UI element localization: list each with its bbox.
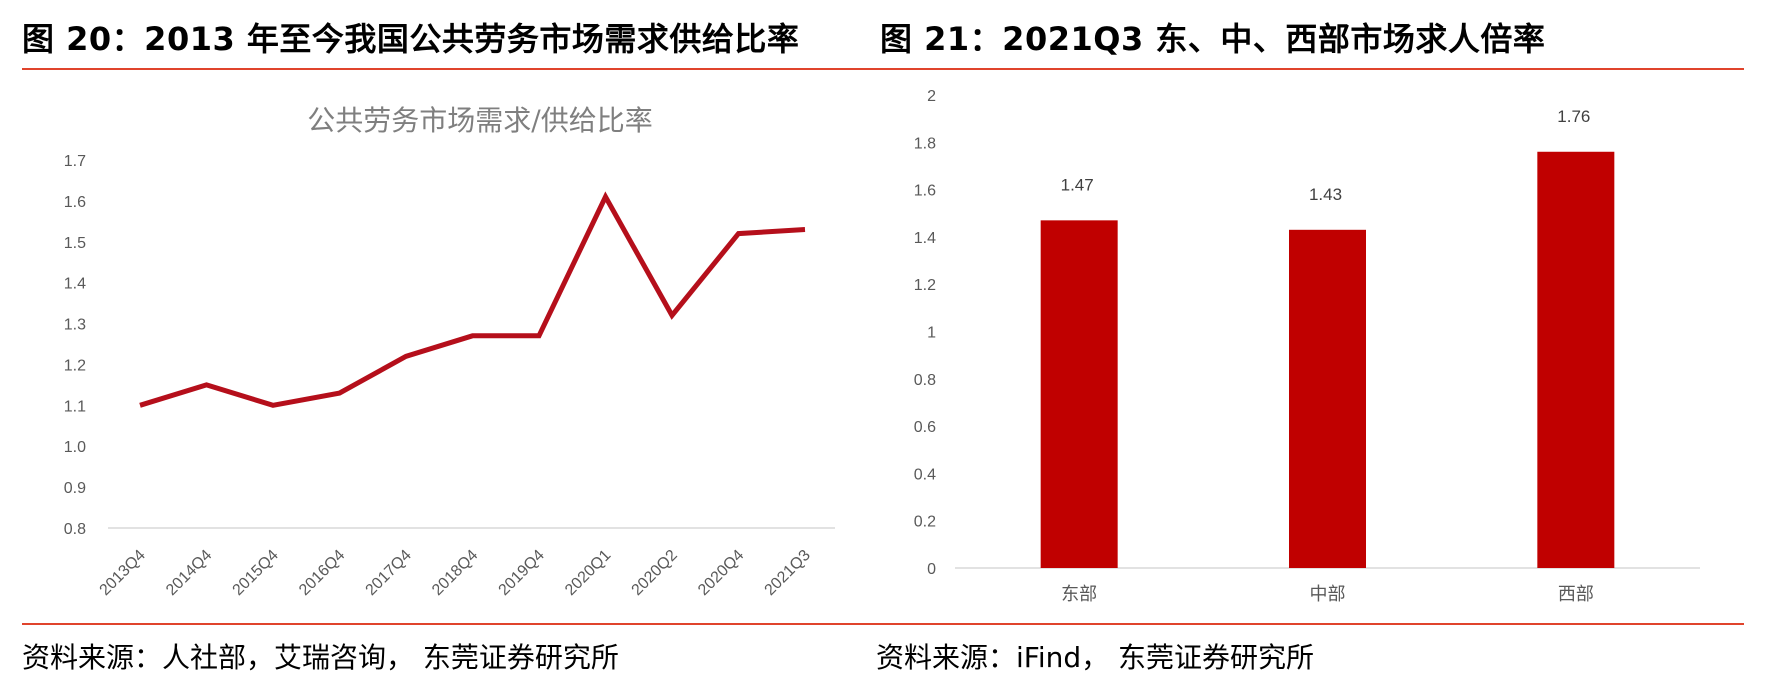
line-x-tick-label: 2021Q3 xyxy=(762,547,814,599)
bar-y-tick-label: 0.8 xyxy=(914,372,936,389)
figure-20-source: 资料来源：人社部，艾瑞咨询， 东莞证券研究所 xyxy=(22,641,619,674)
figure-21-source: 资料来源：iFind， 东莞证券研究所 xyxy=(876,641,1315,674)
line-x-tick-label: 2015Q4 xyxy=(230,547,282,599)
line-y-tick-label: 1.1 xyxy=(64,398,86,415)
bar-category-label: 中部 xyxy=(1310,584,1346,605)
bar-data-label: 1.43 xyxy=(1309,185,1342,204)
bar-y-tick-label: 1 xyxy=(927,325,936,342)
line-x-tick-label: 2013Q4 xyxy=(97,547,149,599)
line-chart: 公共劳务市场需求/供给比率 0.8 0.9 1.0 1.1 1.2 1.3 1.4 1.5 1.… xyxy=(64,104,835,599)
bar-y-tick-label: 2 xyxy=(927,88,936,105)
bar-y-tick-label: 0 xyxy=(927,561,936,578)
line-x-tick-label: 2020Q4 xyxy=(695,547,747,599)
line-x-tick-label: 2016Q4 xyxy=(296,547,348,599)
bar-y-tick-label: 1.6 xyxy=(914,183,936,200)
line-x-axis: 2013Q4 2014Q4 2015Q4 2016Q4 2017Q4 2018Q4 2019… xyxy=(97,547,814,599)
bar-y-tick-label: 1.8 xyxy=(914,135,936,152)
line-y-axis: 0.8 0.9 1.0 1.1 1.2 1.3 1.4 1.5 1.6 1.7 xyxy=(64,153,86,538)
top-divider xyxy=(22,68,1744,70)
line-y-tick-label: 1.3 xyxy=(64,317,86,334)
figure-20-title: 图 20：2013 年至今我国公共劳务市场需求供给比率 xyxy=(22,20,800,58)
line-x-tick-label: 2019Q4 xyxy=(496,547,548,599)
figure-21-title: 图 21：2021Q3 东、中、西部市场求人倍率 xyxy=(880,20,1546,58)
line-y-tick-label: 1.7 xyxy=(64,153,86,170)
bar-y-tick-label: 1.4 xyxy=(914,230,936,247)
bar-series: 1.47 东部 1.43 中部 1.76 西部 xyxy=(1040,107,1615,605)
line-chart-title: 公共劳务市场需求/供给比率 xyxy=(307,104,652,137)
bar-data-label: 1.47 xyxy=(1061,175,1094,194)
line-x-tick-label: 2014Q4 xyxy=(163,547,215,599)
line-x-tick-label: 2017Q4 xyxy=(363,547,415,599)
line-y-tick-label: 1.5 xyxy=(64,235,86,252)
bar-data-label: 1.76 xyxy=(1557,107,1590,126)
bar-2 xyxy=(1289,229,1366,568)
line-y-tick-label: 1.4 xyxy=(64,276,86,293)
line-y-tick-label: 1.6 xyxy=(64,194,86,211)
line-y-tick-label: 1.0 xyxy=(64,439,86,456)
line-x-tick-label: 2020Q1 xyxy=(562,547,614,599)
bar-y-tick-label: 0.2 xyxy=(914,514,936,531)
bar-y-tick-label: 1.2 xyxy=(914,277,936,294)
bar-category-label: 西部 xyxy=(1558,584,1594,605)
line-y-tick-label: 0.8 xyxy=(64,521,86,538)
line-y-tick-label: 1.2 xyxy=(64,357,86,374)
bar-y-tick-label: 0.4 xyxy=(914,466,936,483)
bar-category-label: 东部 xyxy=(1061,584,1097,605)
line-x-tick-label: 2018Q4 xyxy=(429,547,481,599)
bar-3 xyxy=(1537,151,1615,568)
bar-chart: 0 0.2 0.4 0.6 0.8 1 1.2 1.4 1.6 1.8 2 1.47 东部 1.43 中部… xyxy=(914,88,1700,605)
line-x-tick-label: 2020Q2 xyxy=(629,547,681,599)
bottom-divider xyxy=(22,623,1744,625)
bar-y-axis: 0 0.2 0.4 0.6 0.8 1 1.2 1.4 1.6 1.8 2 xyxy=(914,88,936,578)
bar-y-tick-label: 0.6 xyxy=(914,419,936,436)
bar-1 xyxy=(1040,220,1118,568)
line-y-tick-label: 0.9 xyxy=(64,480,86,497)
series-line xyxy=(139,191,806,408)
